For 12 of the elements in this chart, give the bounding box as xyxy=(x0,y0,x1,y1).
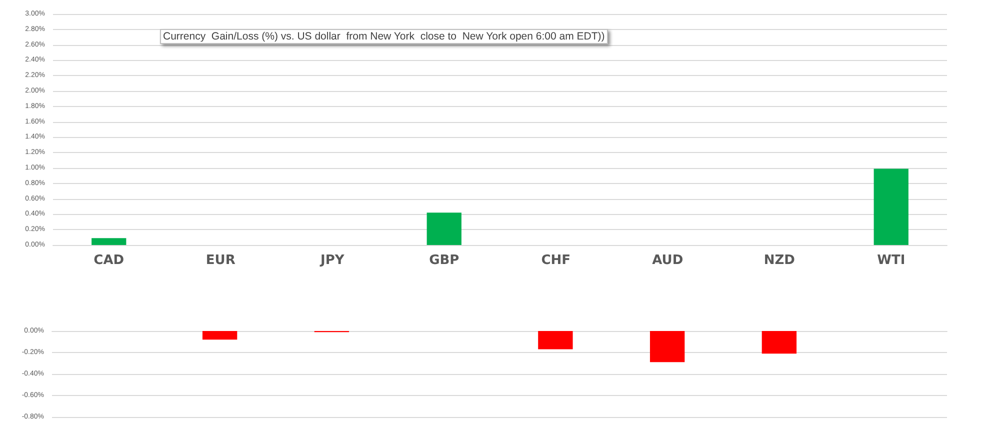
text: Currency Gain/Loss (%) vs. US dollar from New York close to New York open 6:00 am EDT)) xyxy=(163,30,605,42)
bar xyxy=(426,212,462,245)
x-tick-label: WTI xyxy=(877,253,906,268)
x-tick-label: JPY xyxy=(319,253,345,268)
x-tick-label: GBP xyxy=(429,253,460,268)
x-tick-label: CAD xyxy=(94,253,124,268)
x-tick-label: NZD xyxy=(764,253,796,268)
x-tick-label: AUD xyxy=(652,253,684,268)
x-tick-label: EUR xyxy=(206,253,236,268)
bar xyxy=(92,238,126,245)
bar xyxy=(874,168,908,245)
x-tick-label: CHF xyxy=(541,253,571,268)
